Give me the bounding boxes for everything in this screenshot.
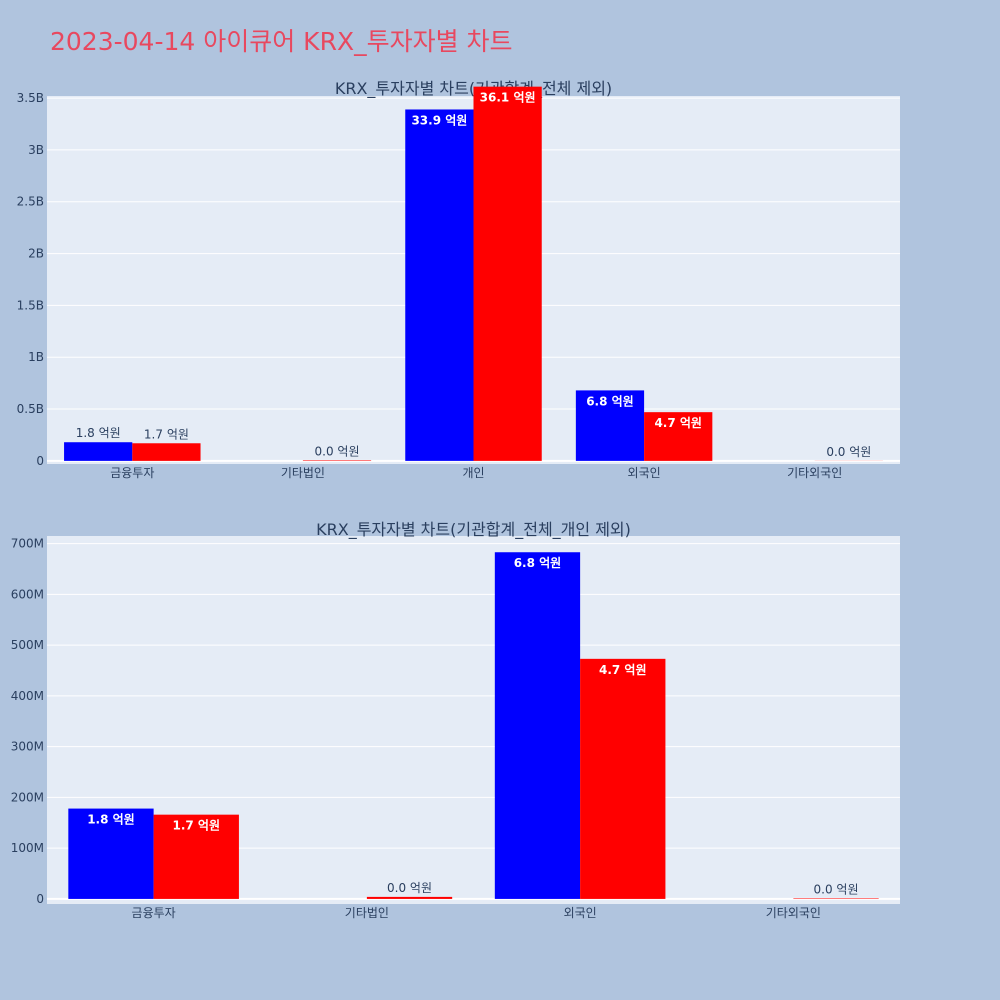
- x-tick-label: 기타법인: [281, 466, 325, 480]
- y-tick-label: 1B: [28, 350, 44, 364]
- bar: [473, 86, 542, 461]
- bar: [64, 442, 133, 461]
- x-tick-label: 금융투자: [110, 466, 154, 480]
- data-label: 33.9 억원: [411, 113, 467, 127]
- y-tick-label: 0.5B: [17, 402, 44, 416]
- y-tick-label: 0: [36, 892, 44, 906]
- x-tick-label: 외국인: [564, 906, 597, 920]
- data-label: 1.8 억원: [76, 426, 121, 440]
- bar: [494, 552, 581, 899]
- y-tick-label: 1.5B: [17, 298, 44, 312]
- bar: [575, 390, 645, 461]
- bar: [405, 109, 474, 461]
- x-tick-label: 기타외국인: [766, 906, 821, 920]
- data-label: 0.0 억원: [814, 882, 859, 896]
- data-label: 0.0 억원: [826, 445, 871, 459]
- bar: [132, 443, 201, 461]
- data-label: 36.1 억원: [480, 91, 536, 105]
- x-tick-label: 기타법인: [345, 906, 389, 920]
- bar: [68, 808, 154, 899]
- x-tick-label: 금융투자: [132, 906, 176, 920]
- x-tick-label: 기타외국인: [787, 466, 842, 480]
- page-title: 2023-04-14 아이큐어 KRX_투자자별 차트: [50, 27, 513, 56]
- y-tick-label: 3.5B: [17, 91, 44, 105]
- data-label: 0.0 억원: [315, 444, 360, 458]
- subplot-title: KRX_투자자별 차트(기관합계_전체_개인 제외): [316, 520, 631, 540]
- bar: [153, 814, 239, 899]
- data-label: 1.7 억원: [144, 427, 189, 441]
- data-label: 4.7 억원: [654, 416, 702, 430]
- y-tick-label: 600M: [11, 587, 44, 601]
- data-label: 1.8 억원: [87, 813, 135, 827]
- y-tick-label: 500M: [11, 638, 44, 652]
- y-tick-label: 2.5B: [17, 195, 44, 209]
- bar: [302, 460, 372, 461]
- data-label: 6.8 억원: [586, 394, 634, 408]
- data-label: 6.8 억원: [514, 556, 562, 570]
- x-tick-label: 개인: [462, 466, 484, 480]
- y-tick-label: 100M: [11, 841, 44, 855]
- y-tick-label: 400M: [11, 689, 44, 703]
- y-tick-label: 2B: [28, 247, 44, 261]
- y-tick-label: 3B: [28, 143, 44, 157]
- data-label: 0.0 억원: [387, 881, 432, 895]
- bar: [644, 412, 713, 461]
- bar: [580, 658, 666, 899]
- y-tick-label: 700M: [11, 537, 44, 551]
- y-tick-label: 300M: [11, 740, 44, 754]
- bar: [793, 898, 879, 899]
- y-tick-label: 0: [36, 454, 44, 468]
- x-tick-label: 외국인: [628, 466, 661, 480]
- bar: [366, 896, 453, 899]
- data-label: 4.7 억원: [599, 663, 647, 677]
- y-tick-label: 200M: [11, 790, 44, 804]
- data-label: 1.7 억원: [173, 819, 221, 833]
